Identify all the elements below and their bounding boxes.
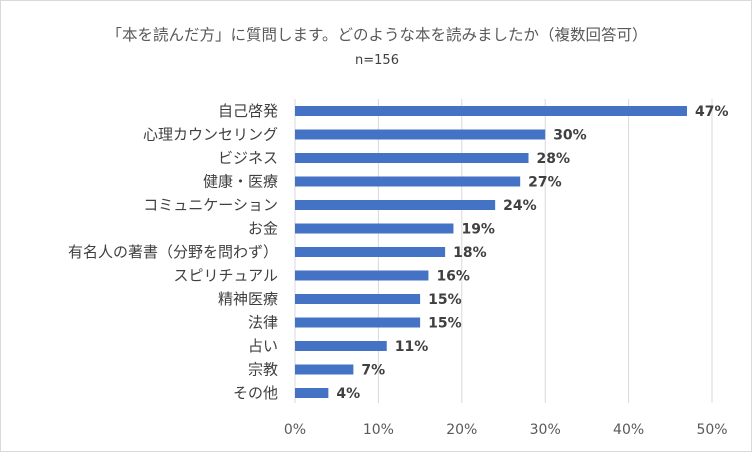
bar	[295, 294, 421, 304]
bars	[295, 106, 687, 398]
category-label: ビジネス	[218, 149, 278, 167]
value-label: 28%	[537, 151, 571, 167]
x-tick-label: 40%	[613, 422, 644, 438]
category-labels: 自己啓発心理カウンセリングビジネス健康・医療コミュニケーションお金有名人の著書（…	[68, 102, 278, 402]
x-tick-label: 10%	[363, 422, 394, 438]
value-label: 15%	[428, 316, 462, 332]
bar	[295, 200, 496, 210]
bar	[295, 270, 429, 281]
x-tick-label: 30%	[530, 422, 561, 438]
bar	[295, 388, 329, 398]
value-label: 18%	[453, 245, 487, 261]
bar	[295, 317, 421, 328]
category-label: コミュニケーション	[143, 196, 278, 214]
value-label: 7%	[361, 363, 385, 379]
bar	[295, 106, 687, 116]
value-label: 27%	[528, 175, 562, 191]
value-label: 47%	[695, 104, 729, 120]
bar	[295, 176, 521, 187]
bar	[295, 364, 354, 375]
chart-subtitle: n=156	[355, 53, 399, 68]
category-label: 自己啓発	[218, 102, 278, 120]
x-tick-label: 0%	[284, 422, 306, 438]
bar	[295, 223, 454, 234]
x-tick-label: 50%	[696, 422, 727, 438]
chart-title: 「本を読んだ方」に質問します。どのような本を読みましたか（複数回答可）	[106, 26, 648, 44]
category-label: 精神医療	[218, 290, 278, 308]
category-label: 宗教	[248, 361, 278, 379]
bar	[295, 153, 529, 163]
category-label: 心理カウンセリング	[143, 126, 278, 144]
value-label: 30%	[553, 128, 587, 144]
category-label: お金	[248, 220, 278, 238]
value-label: 19%	[461, 222, 495, 238]
value-label: 4%	[336, 386, 360, 402]
x-tick-label: 20%	[446, 422, 477, 438]
value-label: 24%	[503, 198, 537, 214]
value-label: 15%	[428, 292, 462, 308]
category-label: 有名人の著書（分野を問わず）	[68, 243, 278, 261]
category-label: 法律	[248, 314, 278, 332]
bar	[295, 341, 387, 351]
category-label: スピリチュアル	[173, 267, 278, 285]
category-label: 占い	[248, 337, 278, 355]
value-label: 11%	[395, 339, 429, 355]
bar	[295, 129, 546, 140]
category-label: その他	[233, 384, 278, 402]
bar	[295, 247, 446, 257]
tick-labels: 0% 10% 20% 30% 40% 50%	[284, 422, 728, 438]
value-label: 16%	[436, 269, 470, 285]
value-labels: 47% 30% 28% 27% 24% 19% 18% 16% 15% 15% 11% 7%4%	[336, 104, 728, 402]
category-label: 健康・医療	[203, 173, 278, 191]
